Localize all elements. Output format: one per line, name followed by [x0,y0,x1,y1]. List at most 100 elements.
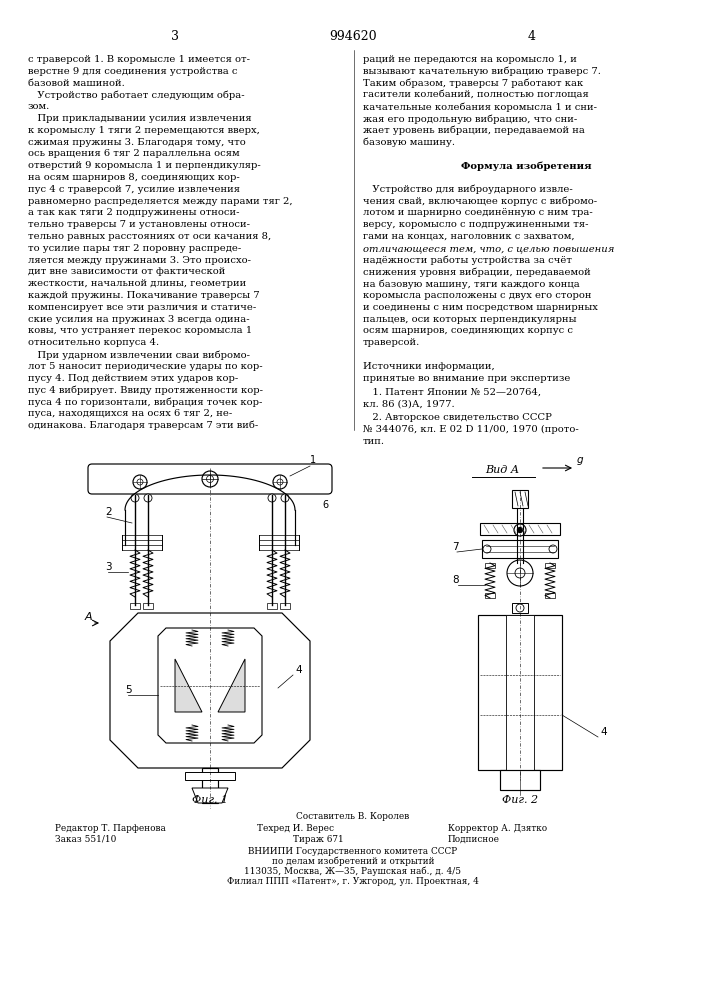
Text: Корректор А. Дзятко: Корректор А. Дзятко [448,824,547,833]
Text: принятые во внимание при экспертизе: принятые во внимание при экспертизе [363,374,571,383]
Text: g: g [577,455,583,465]
Text: 2: 2 [105,507,112,517]
Text: базовую машину.: базовую машину. [363,138,455,147]
Text: ВНИИПИ Государственного комитета СССР: ВНИИПИ Государственного комитета СССР [248,847,457,856]
Text: 1: 1 [310,455,316,465]
Text: Составитель В. Королев: Составитель В. Королев [296,812,409,821]
Text: Техред И. Верес: Техред И. Верес [257,824,334,833]
Bar [280,603,290,609]
Text: лотом и шарнирно соединённую с ним тра-: лотом и шарнирно соединённую с ним тра- [363,208,592,217]
Text: на осям шарниров 8, соединяющих кор-: на осям шарниров 8, соединяющих кор- [28,173,240,182]
Text: качательные колебания коромысла 1 и сни-: качательные колебания коромысла 1 и сни- [363,102,597,112]
Text: ковы, что устраняет перекос коромысла 1: ковы, что устраняет перекос коромысла 1 [28,326,252,335]
Circle shape [483,545,491,553]
Circle shape [277,479,283,485]
Text: жает уровень вибрации, передаваемой на: жает уровень вибрации, передаваемой на [363,126,585,135]
Text: а так как тяги 2 подпружинены относи-: а так как тяги 2 подпружинены относи- [28,208,240,217]
Text: зом.: зом. [28,102,50,111]
Text: базовой машиной.: базовой машиной. [28,79,124,88]
Text: ось вращения 6 тяг 2 параллельна осям: ось вращения 6 тяг 2 параллельна осям [28,149,240,158]
Text: по делам изобретений и открытий: по делам изобретений и открытий [271,857,434,866]
Text: Фиг. 1: Фиг. 1 [192,795,228,805]
Text: пуса, находящихся на осях 6 тяг 2, не-: пуса, находящихся на осях 6 тяг 2, не- [28,409,233,418]
Text: пальцев, оси которых перпендикулярны: пальцев, оси которых перпендикулярны [363,315,576,324]
Bar [512,490,528,508]
Circle shape [137,479,143,485]
Text: 7: 7 [452,542,459,552]
FancyBboxPatch shape [88,464,332,494]
Text: Источники информации,: Источники информации, [363,362,495,371]
Text: и соединены с ним посредством шарнирных: и соединены с ним посредством шарнирных [363,303,598,312]
Text: одинакова. Благодаря траверсам 7 эти виб-: одинакова. Благодаря траверсам 7 эти виб… [28,421,258,430]
Text: 113035, Москва, Ж—35, Раушская наб., д. 4/5: 113035, Москва, Ж—35, Раушская наб., д. … [245,867,462,876]
Text: 6: 6 [322,500,328,510]
Text: Подписное: Подписное [448,835,500,844]
Text: 4: 4 [600,727,607,737]
Polygon shape [175,659,202,712]
Text: Заказ 551/10: Заказ 551/10 [55,835,117,844]
Text: дит вне зависимости от фактической: дит вне зависимости от фактической [28,267,226,276]
Circle shape [206,476,214,483]
Bar [267,603,277,609]
Polygon shape [158,628,262,743]
Bar [506,615,534,770]
Text: A: A [85,612,93,622]
Text: лот 5 наносит периодические удары по кор-: лот 5 наносит периодические удары по кор… [28,362,262,371]
Polygon shape [218,659,245,712]
Bar [500,770,540,790]
Text: на базовую машину, тяги каждого конца: на базовую машину, тяги каждого конца [363,279,580,289]
Text: пус 4 с траверсой 7, усилие извлечения: пус 4 с траверсой 7, усилие извлечения [28,185,240,194]
Text: Редактор Т. Парфенова: Редактор Т. Парфенова [55,824,166,833]
Text: кл. 86 (3)А, 1977.: кл. 86 (3)А, 1977. [363,399,455,408]
Circle shape [202,471,218,487]
Text: надёжности работы устройства за счёт: надёжности работы устройства за счёт [363,256,572,265]
Text: ляется между пружинами 3. Это происхо-: ляется между пружинами 3. Это происхо- [28,256,251,265]
Bar [512,603,528,613]
Circle shape [131,494,139,502]
Text: относительно корпуса 4.: относительно корпуса 4. [28,338,159,347]
Circle shape [144,494,152,502]
Polygon shape [192,788,228,803]
Circle shape [133,475,147,489]
Bar [478,615,562,770]
Text: 5: 5 [125,685,132,695]
Text: чения свай, включающее корпус с вибромо-: чения свай, включающее корпус с вибромо- [363,197,597,206]
Text: Таким образом, траверсы 7 работают как: Таким образом, траверсы 7 работают как [363,79,583,88]
Text: 4: 4 [295,665,302,675]
Bar [482,540,558,558]
Text: тип.: тип. [363,437,385,446]
Text: пусу 4. Под действием этих ударов кор-: пусу 4. Под действием этих ударов кор- [28,374,238,383]
Text: с траверсой 1. В коромысле 1 имеется от-: с траверсой 1. В коромысле 1 имеется от- [28,55,250,64]
Text: отличающееся тем, что, с целью повышения: отличающееся тем, что, с целью повышения [363,244,614,253]
Text: коромысла расположены с двух его сторон: коромысла расположены с двух его сторон [363,291,592,300]
Circle shape [516,604,524,612]
Polygon shape [110,613,310,768]
Circle shape [518,528,522,532]
Bar [485,593,495,598]
Text: сжимая пружины 3. Благодаря тому, что: сжимая пружины 3. Благодаря тому, что [28,138,246,147]
Text: вызывают качательную вибрацию траверс 7.: вызывают качательную вибрацию траверс 7. [363,67,601,76]
Text: Устройство для виброударного извле-: Устройство для виброударного извле- [363,185,573,194]
Circle shape [549,545,557,553]
Text: тельно равных расстояниях от оси качания 8,: тельно равных расстояниях от оси качания… [28,232,271,241]
Bar [185,772,235,780]
Text: При ударном извлечении сваи вибромо-: При ударном извлечении сваи вибромо- [28,350,250,360]
Text: При прикладывании усилия извлечения: При прикладывании усилия извлечения [28,114,252,123]
Text: компенсирует все эти различия и статиче-: компенсирует все эти различия и статиче- [28,303,256,312]
Text: гасители колебаний, полностью поглощая: гасители колебаний, полностью поглощая [363,90,589,99]
Text: жесткости, начальной длины, геометрии: жесткости, начальной длины, геометрии [28,279,246,288]
Text: Филиал ППП «Патент», г. Ужгород, ул. Проектная, 4: Филиал ППП «Патент», г. Ужгород, ул. Про… [227,877,479,886]
Bar [143,603,153,609]
Text: Вид А: Вид А [485,465,519,475]
Circle shape [515,568,525,578]
Text: версу, коромысло с подпружиненными тя-: версу, коромысло с подпружиненными тя- [363,220,588,229]
Text: то усилие пары тяг 2 поровну распреде-: то усилие пары тяг 2 поровну распреде- [28,244,241,253]
Text: 3: 3 [105,562,112,572]
Bar [545,593,555,598]
Bar [480,523,560,535]
Text: ские усилия на пружинах 3 всегда одина-: ские усилия на пружинах 3 всегда одина- [28,315,250,324]
Text: пус 4 вибрирует. Ввиду протяженности кор-: пус 4 вибрирует. Ввиду протяженности кор… [28,385,263,395]
Text: траверсой.: траверсой. [363,338,420,347]
Text: Формула изобретения: Формула изобретения [461,161,591,171]
Bar [130,603,140,609]
